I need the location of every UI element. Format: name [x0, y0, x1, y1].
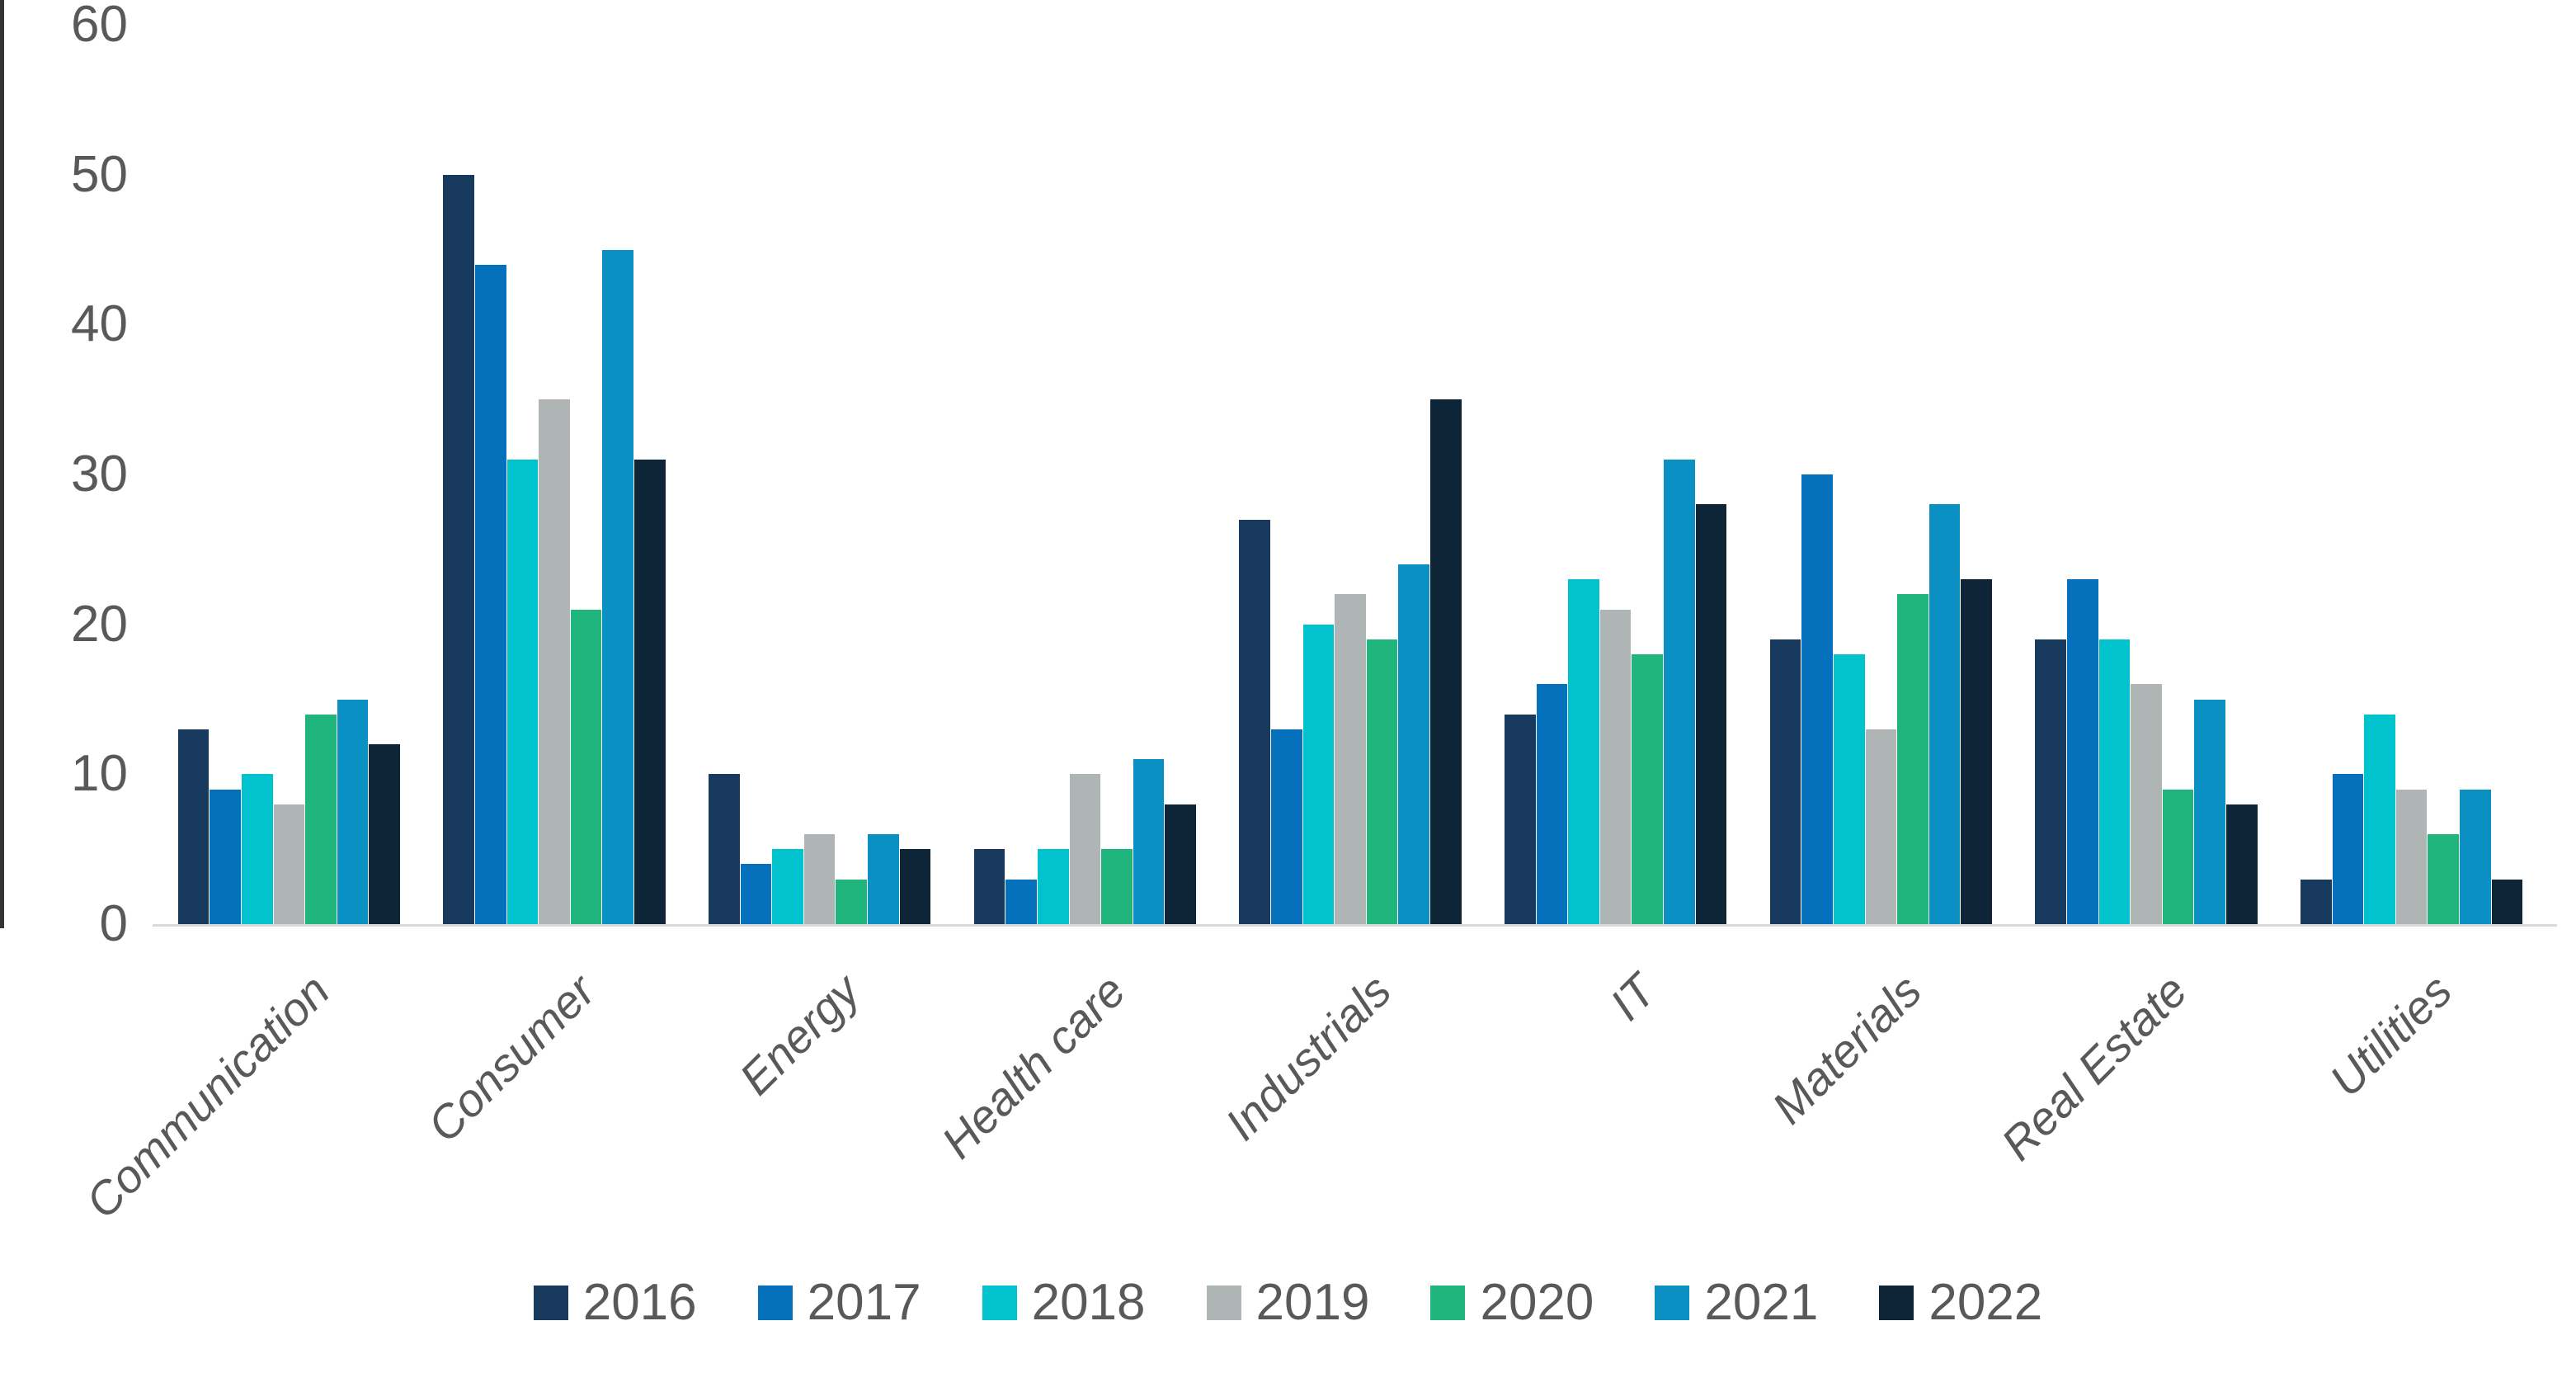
- bar-utilities-2016: [2301, 879, 2332, 924]
- bar-utilities-2019: [2395, 789, 2428, 924]
- bar-materials-2020: [1897, 594, 1928, 924]
- y-tick-20: 20: [71, 595, 128, 653]
- bar-materials-2016: [1769, 639, 1801, 924]
- bar-utilities-2021: [2460, 789, 2491, 924]
- bar-it-2016: [1505, 714, 1536, 924]
- left-edge-line: [0, 0, 4, 928]
- bar-communication-2016: [177, 729, 210, 924]
- bar-health-care-2021: [1133, 759, 1165, 924]
- legend-swatch-2020: [1430, 1286, 1466, 1320]
- bar-energy-2020: [836, 879, 868, 924]
- legend: 2016 2017 2018 2019 2020 2021 2022: [0, 1277, 2576, 1328]
- bar-real-estate-2018: [2098, 639, 2131, 924]
- legend-item-2019: 2019: [1206, 1274, 1370, 1331]
- bar-health-care-2020: [1101, 849, 1133, 924]
- legend-label-2017: 2017: [807, 1274, 921, 1331]
- bar-it-2020: [1632, 654, 1664, 924]
- y-tick-10: 10: [71, 745, 128, 803]
- bar-utilities-2018: [2364, 714, 2395, 924]
- bar-consumer-2018: [506, 459, 539, 924]
- bar-industrials-2022: [1430, 399, 1462, 924]
- legend-swatch-2022: [1879, 1286, 1914, 1320]
- bar-utilities-2020: [2428, 834, 2460, 924]
- legend-swatch-2019: [1206, 1286, 1241, 1320]
- bar-energy-2021: [868, 834, 899, 924]
- bar-energy-2018: [772, 849, 803, 924]
- legend-swatch-2016: [533, 1286, 568, 1320]
- legend-item-2016: 2016: [533, 1274, 697, 1331]
- bar-real-estate-2017: [2067, 579, 2098, 924]
- y-tick-60: 60: [71, 0, 128, 53]
- y-tick-0: 0: [99, 895, 128, 952]
- bar-real-estate-2022: [2226, 804, 2258, 924]
- bar-industrials-2020: [1366, 639, 1398, 924]
- bar-consumer-2016: [443, 174, 474, 924]
- bar-industrials-2018: [1302, 624, 1335, 924]
- bar-materials-2017: [1801, 474, 1833, 924]
- bar-communication-2020: [305, 714, 337, 924]
- y-tick-30: 30: [71, 446, 128, 502]
- bar-communication-2018: [241, 774, 273, 924]
- legend-label-2021: 2021: [1704, 1274, 1819, 1331]
- legend-label-2020: 2020: [1480, 1274, 1594, 1331]
- bar-it-2022: [1695, 504, 1727, 924]
- legend-label-2018: 2018: [1031, 1274, 1146, 1331]
- bar-real-estate-2021: [2194, 699, 2225, 924]
- bar-communication-2019: [273, 804, 305, 924]
- bar-consumer-2017: [475, 264, 506, 924]
- bar-energy-2019: [803, 834, 836, 924]
- bar-energy-2022: [899, 849, 931, 924]
- bar-utilities-2022: [2491, 879, 2523, 924]
- bar-materials-2021: [1928, 504, 1961, 924]
- legend-item-2020: 2020: [1430, 1277, 1594, 1328]
- bar-real-estate-2019: [2131, 684, 2162, 924]
- bar-health-care-2017: [1005, 879, 1037, 924]
- legend-swatch-2017: [757, 1286, 793, 1320]
- legend-label-2016: 2016: [582, 1274, 697, 1331]
- bar-communication-2021: [337, 699, 369, 924]
- bar-energy-2017: [740, 864, 772, 924]
- bar-health-care-2019: [1069, 774, 1101, 924]
- legend-swatch-2018: [982, 1286, 1017, 1320]
- y-tick-40: 40: [71, 295, 128, 353]
- bar-health-care-2016: [973, 849, 1005, 924]
- bar-industrials-2017: [1271, 729, 1302, 924]
- legend-item-2017: 2017: [757, 1274, 921, 1331]
- bar-real-estate-2020: [2162, 789, 2194, 924]
- bar-industrials-2016: [1239, 519, 1270, 924]
- legend-item-2018: 2018: [982, 1277, 1146, 1328]
- bar-materials-2022: [1961, 579, 1992, 924]
- bar-health-care-2018: [1037, 849, 1069, 924]
- bar-consumer-2022: [634, 459, 666, 924]
- bar-health-care-2022: [1165, 804, 1196, 924]
- bar-industrials-2021: [1398, 564, 1429, 924]
- legend-item-2022: 2022: [1879, 1277, 2042, 1328]
- bar-consumer-2021: [602, 249, 633, 924]
- legend-item-2021: 2021: [1655, 1277, 1818, 1328]
- bar-communication-2017: [210, 789, 241, 924]
- bar-communication-2022: [369, 744, 400, 924]
- bar-consumer-2020: [570, 609, 602, 924]
- legend-label-2019: 2019: [1255, 1274, 1370, 1331]
- x-axis-line: [153, 924, 2557, 927]
- bar-materials-2018: [1833, 654, 1865, 924]
- bar-industrials-2019: [1335, 594, 1366, 924]
- bar-it-2019: [1599, 609, 1632, 924]
- bar-it-2017: [1536, 684, 1568, 924]
- bar-real-estate-2016: [2035, 639, 2066, 924]
- bar-materials-2019: [1865, 729, 1897, 924]
- legend-swatch-2021: [1655, 1286, 1690, 1320]
- bar-consumer-2019: [539, 399, 570, 924]
- y-tick-50: 50: [71, 145, 128, 203]
- bar-utilities-2017: [2332, 774, 2364, 924]
- bar-it-2018: [1568, 579, 1599, 924]
- bar-it-2021: [1664, 459, 1695, 924]
- bar-energy-2016: [709, 774, 740, 924]
- legend-label-2022: 2022: [1928, 1274, 2043, 1331]
